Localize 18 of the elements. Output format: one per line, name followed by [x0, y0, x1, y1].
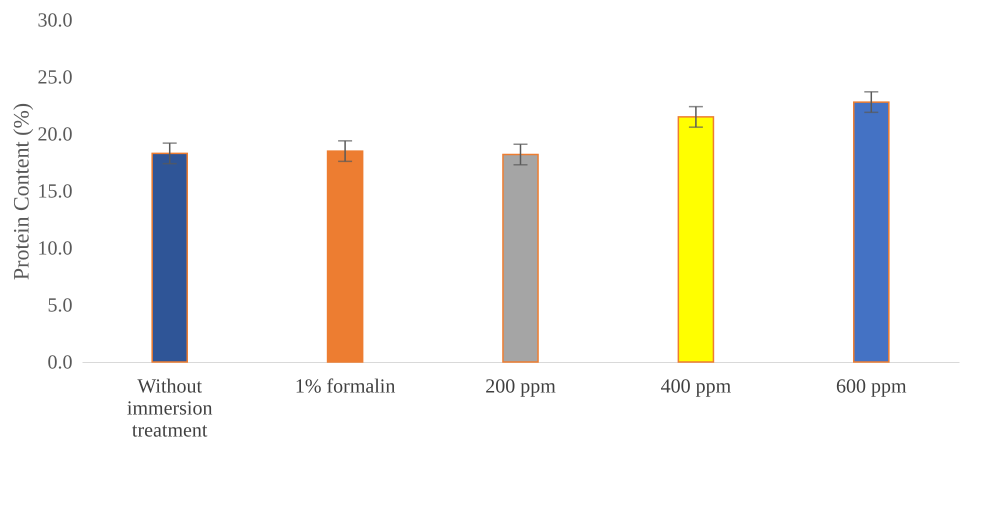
y-tick-label: 5.0	[48, 294, 72, 316]
y-tick-label: 20.0	[38, 124, 72, 146]
x-tick-label: 1% formalin	[294, 376, 396, 398]
y-tick-label: 10.0	[38, 238, 72, 260]
bar	[678, 116, 714, 363]
bar	[151, 152, 188, 363]
y-tick-label: 0.0	[48, 352, 72, 374]
bar	[853, 101, 890, 363]
x-tick-label: 200 ppm	[485, 376, 556, 398]
x-tick-label: Without immersion treatment	[126, 376, 212, 442]
y-tick-label: 15.0	[38, 180, 72, 202]
y-axis-title: Protein Content (%)	[8, 102, 34, 280]
bar	[326, 150, 364, 363]
y-tick-label: 25.0	[38, 66, 72, 88]
x-tick-label: 400 ppm	[660, 376, 732, 398]
bar	[502, 154, 539, 363]
x-tick-label: 600 ppm	[836, 376, 908, 398]
y-tick-label: 30.0	[38, 10, 72, 32]
